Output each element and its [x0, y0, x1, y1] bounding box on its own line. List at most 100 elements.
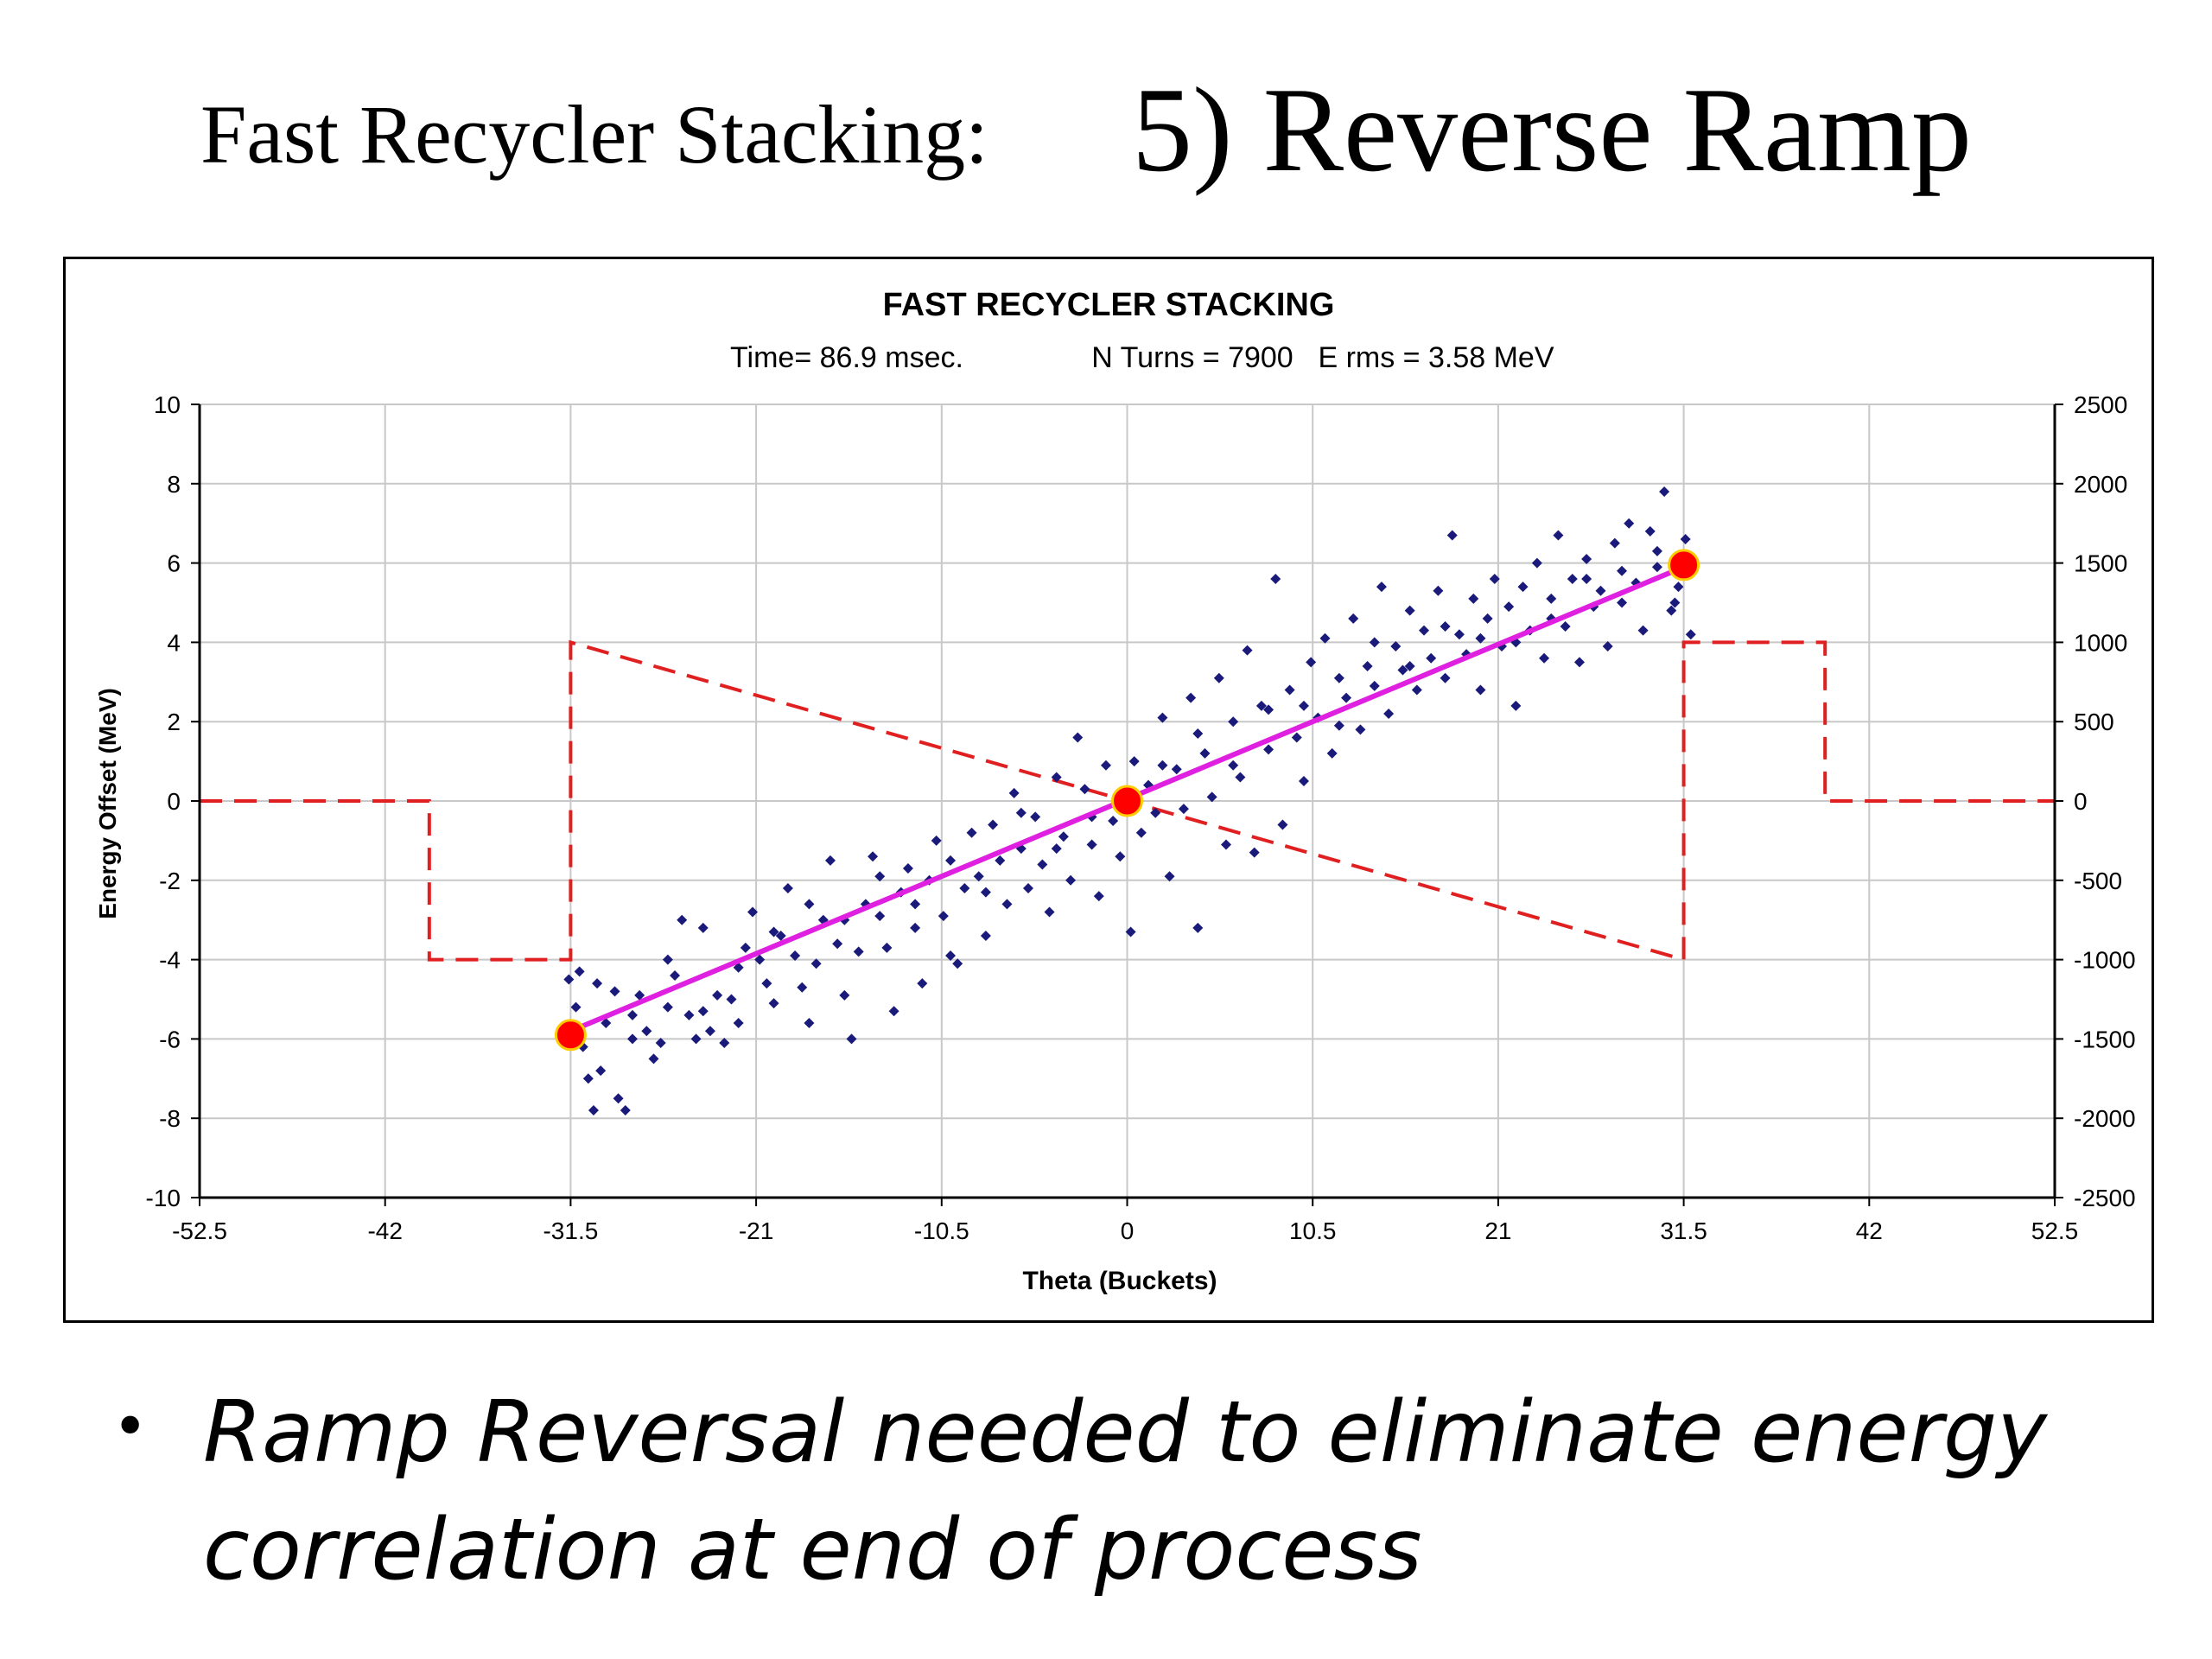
particle-point [824, 855, 836, 866]
particle-point [874, 911, 886, 922]
y2-tick-label: 500 [2074, 709, 2114, 735]
y-tick-label: 4 [167, 629, 181, 656]
particle-point [1022, 882, 1033, 893]
particle-point [1440, 621, 1451, 632]
particle-point [1192, 922, 1204, 933]
particle-point [1199, 747, 1211, 759]
particle-point [1100, 760, 1111, 771]
x-tick-label: 0 [1121, 1217, 1135, 1244]
particle-point [797, 982, 808, 993]
y-tick-label: -10 [146, 1185, 181, 1211]
particle-point [1157, 760, 1168, 771]
particle-point [1270, 573, 1281, 584]
particle-point [980, 931, 991, 942]
particle-point [1404, 660, 1415, 671]
particle-point [810, 958, 822, 969]
particle-point [1185, 692, 1197, 703]
particle-point [740, 942, 751, 953]
particle-point [588, 1105, 599, 1116]
particle-point [1669, 597, 1681, 608]
slide-title: Fast Recycler Stacking: 5) Reverse Ramp [0, 35, 2212, 207]
particle-point [719, 1037, 730, 1048]
particle-point [1319, 632, 1331, 644]
particle-point [1291, 732, 1302, 743]
particle-point [1673, 582, 1684, 593]
particle-point [1685, 629, 1696, 640]
particle-point [634, 989, 645, 1001]
particle-point [761, 978, 772, 989]
particle-point [1058, 831, 1069, 842]
particle-point [881, 942, 893, 953]
particle-point [1376, 582, 1387, 593]
particle-point [648, 1053, 659, 1065]
particle-point [945, 950, 957, 962]
particle-point [1213, 672, 1224, 683]
particle-point [683, 1009, 695, 1020]
particle-point [768, 998, 779, 1009]
particle-point [1228, 760, 1239, 771]
particle-point [1086, 839, 1097, 850]
particle-point [1581, 573, 1592, 584]
particle-point [1008, 787, 1020, 798]
particle-point [988, 819, 999, 830]
particle-point [1326, 747, 1338, 759]
scatter-chart: -52.5 -42 -31.5 -21 -10.5 0 10.5 21 31.5 42 52.510… [94, 287, 2136, 1295]
y2-tick-label: 2000 [2074, 471, 2127, 498]
particle-point [945, 855, 957, 866]
chart-subtitle-erms: E rms = 3.58 MeV [1318, 341, 1554, 374]
particle-point [966, 827, 977, 838]
particle-point [1651, 545, 1662, 556]
y2-tick-label: -500 [2074, 868, 2122, 894]
particle-point [662, 1001, 673, 1013]
particle-point [1573, 657, 1585, 668]
particle-point [754, 954, 766, 965]
particle-point [1235, 772, 1246, 783]
bullet-symbol: • [112, 1391, 149, 1462]
particle-point [1390, 640, 1402, 652]
particle-point [1624, 518, 1635, 529]
particle-point [1051, 772, 1062, 783]
particle-point [1680, 534, 1691, 545]
chart-frame: -52.5 -42 -31.5 -21 -10.5 0 10.5 21 31.5 42 52.5 10… [63, 257, 2154, 1323]
y-tick-label: -2 [159, 868, 181, 894]
y-tick-label: 6 [167, 550, 181, 577]
particle-point [601, 1018, 612, 1029]
particle-point [839, 914, 850, 925]
particle-point [1135, 827, 1147, 838]
particle-point [1093, 891, 1104, 902]
particle-point [1164, 871, 1175, 882]
particle-point [1546, 593, 1557, 604]
particle-point [804, 899, 815, 910]
particle-point [1482, 613, 1493, 624]
particle-point [1475, 632, 1486, 644]
y-tick-label: 8 [167, 471, 181, 498]
particle-point [1192, 728, 1204, 739]
particle-point [1221, 839, 1232, 850]
particle-point [973, 871, 984, 882]
x-tick-label: -10.5 [914, 1217, 969, 1244]
slide-title-right: 5) Reverse Ramp [1132, 63, 1972, 197]
particle-point [1263, 704, 1274, 715]
particle-point [1171, 764, 1182, 775]
particle-point [1001, 899, 1013, 910]
particle-point [980, 887, 991, 898]
particle-point [1609, 537, 1620, 549]
bullet-text: Ramp Reversal needed to eliminate energy… [203, 1383, 2048, 1599]
particle-point [1051, 843, 1062, 855]
particle-point [609, 986, 620, 997]
marker-point [554, 1019, 587, 1052]
particle-point [574, 966, 585, 977]
particle-point [1079, 784, 1090, 795]
particle-point [704, 1026, 715, 1037]
chart-subtitle-turns: N Turns = 7900 [1091, 341, 1293, 374]
particle-point [1206, 791, 1217, 803]
particle-point [1595, 585, 1606, 596]
particle-point [1567, 573, 1578, 584]
particle-point [1128, 756, 1140, 767]
particle-point [931, 835, 942, 846]
particle-point [1659, 486, 1670, 497]
particle-point [1150, 807, 1161, 818]
x-tick-label: 31.5 [1660, 1217, 1707, 1244]
particle-point [1348, 613, 1359, 624]
particle-point [655, 1037, 666, 1048]
